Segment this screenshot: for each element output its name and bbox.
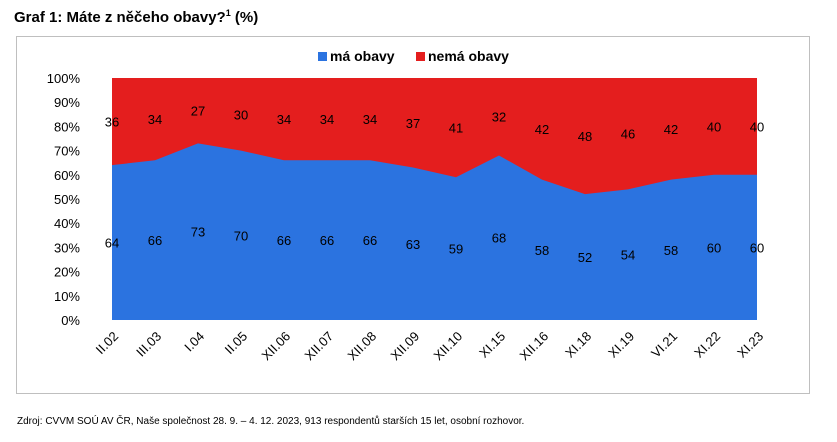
x-tick-label: XI.18 <box>562 329 594 361</box>
data-label-nema-obavy: 42 <box>664 122 678 137</box>
data-label-ma-obavy: 73 <box>191 225 205 240</box>
legend-swatch-ma-obavy <box>318 52 327 61</box>
x-tick-label: XII.16 <box>517 329 552 364</box>
legend-swatch-nema-obavy <box>416 52 425 61</box>
data-label-nema-obavy: 34 <box>320 112 334 127</box>
legend-label-nema-obavy: nemá obavy <box>428 48 509 64</box>
data-label-ma-obavy: 54 <box>621 248 635 263</box>
chart-frame <box>16 36 810 394</box>
data-label-nema-obavy: 48 <box>578 129 592 144</box>
series-area-ma-obavy <box>112 143 757 320</box>
y-tick-label: 10% <box>54 289 80 304</box>
x-tick-label: XI.15 <box>476 329 508 361</box>
y-tick-label: 90% <box>54 95 80 110</box>
data-label-ma-obavy: 70 <box>234 228 248 243</box>
y-tick-label: 0% <box>61 313 80 328</box>
source-note: Zdroj: CVVM SOÚ AV ČR, Naše společnost 2… <box>17 416 525 427</box>
data-label-ma-obavy: 58 <box>664 243 678 258</box>
data-label-nema-obavy: 34 <box>148 112 162 127</box>
data-label-nema-obavy: 36 <box>105 115 119 130</box>
chart-title: Graf 1: Máte z něčeho obavy? <box>14 9 226 26</box>
y-tick-label: 80% <box>54 119 80 134</box>
x-tick-label: XII.09 <box>388 329 423 364</box>
data-label-nema-obavy: 40 <box>750 119 764 134</box>
y-tick-label: 100% <box>47 71 81 86</box>
data-label-nema-obavy: 46 <box>621 127 635 142</box>
y-tick-label: 50% <box>54 192 80 207</box>
y-tick-label: 60% <box>54 168 80 183</box>
data-label-nema-obavy: 40 <box>707 119 721 134</box>
y-tick-label: 40% <box>54 216 80 231</box>
data-label-ma-obavy: 60 <box>707 240 721 255</box>
x-tick-label: XI.22 <box>691 329 723 361</box>
data-label-nema-obavy: 41 <box>449 121 463 136</box>
data-label-nema-obavy: 32 <box>492 110 506 125</box>
area-chart: 0% 10% 20% 30% 40% 50% 60% 70% 80% 90% 100% II.02 II… <box>47 48 766 364</box>
data-label-ma-obavy: 63 <box>406 237 420 252</box>
x-tick-label: XII.10 <box>431 329 466 364</box>
x-tick-label: III.03 <box>133 329 164 360</box>
legend-label-ma-obavy: má obavy <box>330 48 395 64</box>
data-label-nema-obavy: 30 <box>234 107 248 122</box>
data-label-nema-obavy: 27 <box>191 104 205 119</box>
y-tick-label: 20% <box>54 265 80 280</box>
data-label-ma-obavy: 64 <box>105 236 119 251</box>
data-label-ma-obavy: 66 <box>148 233 162 248</box>
data-label-nema-obavy: 37 <box>406 116 420 131</box>
x-tick-label: II.02 <box>93 329 121 357</box>
data-label-ma-obavy: 58 <box>535 243 549 258</box>
x-tick-label: VI.21 <box>648 329 680 361</box>
x-tick-label: XII.07 <box>302 329 337 364</box>
x-tick-label: XII.08 <box>345 329 380 364</box>
data-label-ma-obavy: 60 <box>750 240 764 255</box>
x-tick-label: II.05 <box>222 329 250 357</box>
x-tick-label: XI.19 <box>605 329 637 361</box>
data-label-ma-obavy: 52 <box>578 250 592 265</box>
x-tick-label: XII.06 <box>259 329 294 364</box>
footnote-mark: 1 <box>225 8 231 18</box>
data-label-ma-obavy: 66 <box>320 233 334 248</box>
y-tick-label: 70% <box>54 144 80 159</box>
data-label-nema-obavy: 42 <box>535 122 549 137</box>
x-tick-label: I.04 <box>181 329 207 355</box>
data-label-nema-obavy: 34 <box>363 112 377 127</box>
chart-heading: Graf 1: Máte z něčeho obavy?1 (%) <box>14 8 258 26</box>
data-label-ma-obavy: 66 <box>277 233 291 248</box>
data-label-ma-obavy: 68 <box>492 231 506 246</box>
unit-label: (%) <box>234 9 259 26</box>
data-label-ma-obavy: 66 <box>363 233 377 248</box>
x-tick-label: XI.23 <box>734 329 766 361</box>
data-label-nema-obavy: 34 <box>277 112 291 127</box>
y-tick-label: 30% <box>54 240 80 255</box>
data-label-ma-obavy: 59 <box>449 242 463 257</box>
